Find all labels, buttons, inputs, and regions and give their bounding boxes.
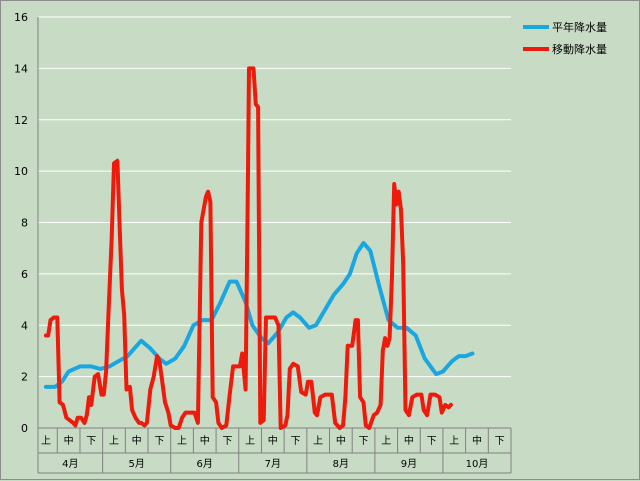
month-label: 4月: [62, 458, 78, 470]
x-tick-label: 上: [313, 435, 323, 447]
x-tick-label: 中: [404, 434, 414, 447]
series-layer: [43, 66, 475, 430]
y-tick-label: 0: [21, 422, 28, 435]
x-tick-label: 下: [495, 436, 505, 447]
y-tick-label: 10: [14, 165, 28, 178]
x-tick-label: 下: [290, 436, 300, 447]
x-tick-label: 中: [200, 434, 210, 447]
y-tick-label: 12: [14, 114, 28, 127]
y-tick-label: 4: [21, 319, 28, 332]
y-tick-label: 2: [21, 371, 28, 384]
x-tick-label: 上: [109, 435, 119, 447]
month-label: 10月: [466, 458, 489, 470]
x-tick-label: 上: [177, 435, 187, 447]
legend-label-1: 移動降水量: [552, 42, 607, 56]
x-tick-label: 中: [472, 434, 482, 447]
axes: 0 2 4 6 8 10 12 14 16 上 中 下 上 中 下 上 中 下 上 中 下 上 中 下 上 中 下 上 中 下 4月 5月 6月…: [14, 11, 512, 474]
x-tick-label: 下: [359, 436, 369, 447]
x-tick-label: 中: [336, 434, 346, 447]
x-tick-label: 下: [427, 436, 437, 447]
x-tick-label: 上: [381, 435, 391, 447]
month-label: 9月: [401, 458, 417, 470]
x-tick-label: 中: [268, 434, 278, 447]
y-tick-label: 8: [21, 217, 28, 230]
month-label: 7月: [265, 458, 281, 470]
month-label: 8月: [333, 458, 349, 470]
x-tick-label: 下: [222, 436, 232, 447]
x-tick-label: 上: [41, 435, 51, 447]
month-label: 5月: [128, 458, 144, 470]
legend-label-0: 平年降水量: [552, 20, 607, 34]
x-tick-label: 下: [86, 436, 96, 447]
x-tick-label: 上: [449, 435, 459, 447]
x-tick-label: 上: [245, 435, 255, 447]
x-tick-label: 中: [132, 434, 142, 447]
x-tick-label: 中: [64, 434, 74, 447]
y-tick-label: 14: [14, 62, 28, 75]
y-tick-label: 6: [21, 268, 28, 281]
x-tick-label: 下: [154, 436, 164, 447]
series-line-1: [43, 66, 453, 430]
y-tick-label: 16: [14, 11, 28, 24]
month-label: 6月: [197, 458, 213, 470]
